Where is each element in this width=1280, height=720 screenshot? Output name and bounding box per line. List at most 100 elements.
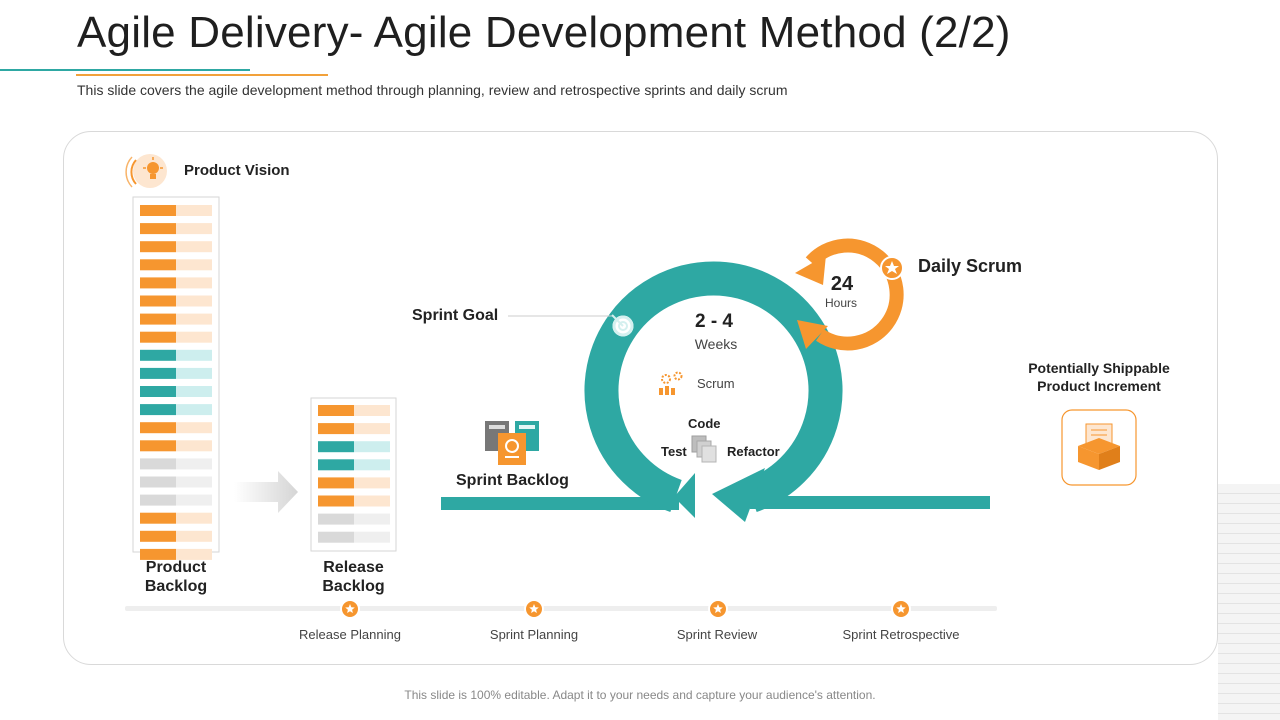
code-label: Code <box>688 416 721 431</box>
backlog-item <box>318 423 354 435</box>
increment-bar <box>750 496 990 509</box>
backlog-item-detail <box>176 404 212 416</box>
backlog-item-detail <box>176 530 212 542</box>
backlog-item <box>318 477 354 489</box>
backlog-item-detail <box>176 548 212 560</box>
backlog-item <box>140 367 176 379</box>
timeline-track <box>125 606 997 611</box>
release-backlog-label: Release Backlog <box>303 558 404 596</box>
backlog-item-detail <box>354 495 390 507</box>
release-backlog-label-line2: Backlog <box>322 578 385 595</box>
increment-label: Potentially Shippable Product Increment <box>1000 359 1198 395</box>
title-underline-orange <box>76 74 328 76</box>
backlog-item-detail <box>176 440 212 452</box>
scrum-label: Scrum <box>697 376 735 391</box>
refactor-label: Refactor <box>727 444 780 459</box>
page-title: Agile Delivery- Agile Development Method… <box>77 8 1011 57</box>
backlog-item-detail <box>354 531 390 543</box>
sprint-arrowhead-right <box>712 468 765 522</box>
backlog-item <box>140 512 176 524</box>
timeline-label-sprint-retrospective: Sprint Retrospective <box>842 627 960 642</box>
daily-scrum-value: 24 <box>830 273 854 295</box>
release-backlog-rows <box>318 405 390 543</box>
sprint-backlog-bar <box>441 497 679 510</box>
backlog-item <box>140 295 176 307</box>
backlog-item-detail <box>176 458 212 470</box>
gears-icon <box>659 371 683 395</box>
timeline-label-sprint-planning: Sprint Planning <box>489 627 579 642</box>
product-backlog-rows <box>140 205 212 560</box>
backlog-item <box>140 277 176 289</box>
backlog-item <box>140 548 176 560</box>
backlog-item <box>140 259 176 271</box>
sprint-duration-value: 2 - 4 <box>694 311 734 332</box>
daily-scrum-cycle-arrow <box>805 238 904 351</box>
sprint-board-icon <box>485 421 539 465</box>
release-backlog-box <box>310 397 397 552</box>
backlog-item-detail <box>176 422 212 434</box>
backlog-item-detail <box>176 476 212 488</box>
product-vision-label: Product Vision <box>184 162 290 179</box>
flow-arrow <box>234 471 298 513</box>
backlog-item <box>140 223 176 235</box>
backlog-item-detail <box>176 277 212 289</box>
sprint-arrowhead-left <box>674 473 695 518</box>
daily-scrum-arrowhead-top <box>795 255 826 285</box>
star-icon <box>713 604 723 613</box>
backlog-item <box>140 494 176 506</box>
backlog-item <box>140 476 176 488</box>
test-label: Test <box>661 444 687 459</box>
backlog-item-detail <box>176 367 212 379</box>
star-icon <box>896 604 906 613</box>
backlog-item <box>318 513 354 525</box>
timeline-label-sprint-review: Sprint Review <box>676 627 758 642</box>
box-icon <box>1078 423 1120 470</box>
backlog-item-detail <box>176 349 212 361</box>
backlog-item <box>318 441 354 453</box>
star-icon <box>345 604 355 613</box>
backlog-item-detail <box>176 205 212 216</box>
increment-label-line2: Product Increment <box>1037 378 1161 394</box>
product-backlog-label-line2: Backlog <box>144 578 208 595</box>
backlog-item <box>140 386 176 397</box>
backlog-item <box>140 241 176 253</box>
release-backlog-label-line1: Release <box>323 559 384 576</box>
backlog-item <box>140 404 176 416</box>
backlog-item <box>318 405 354 416</box>
increment-label-line1: Potentially Shippable <box>1028 360 1170 376</box>
backlog-item <box>140 422 176 434</box>
decorative-stripes <box>1218 484 1280 720</box>
sprint-goal-label: Sprint Goal <box>412 307 499 324</box>
title-underline-teal <box>0 69 250 71</box>
backlog-item-detail <box>354 459 390 471</box>
timeline-markers <box>340 599 911 619</box>
backlog-item <box>140 349 176 361</box>
backlog-item <box>140 458 176 470</box>
backlog-item <box>318 459 354 471</box>
backlog-item <box>140 331 176 343</box>
sprint-duration-unit: Weeks <box>694 336 738 352</box>
backlog-item <box>140 440 176 452</box>
backlog-item-detail <box>354 477 390 489</box>
backlog-item-detail <box>354 441 390 453</box>
backlog-item-detail <box>176 313 212 325</box>
backlog-item-detail <box>176 295 212 307</box>
target-icon <box>611 314 634 337</box>
timeline-label-release-planning: Release Planning <box>299 627 401 642</box>
star-icon <box>529 604 539 613</box>
footer-note: This slide is 100% editable. Adapt it to… <box>404 688 876 702</box>
backlog-item-detail <box>176 494 212 506</box>
backlog-item <box>318 495 354 507</box>
backlog-item <box>318 531 354 543</box>
page-subtitle: This slide covers the agile development … <box>77 82 788 98</box>
sprint-backlog-label: Sprint Backlog <box>456 472 569 489</box>
backlog-item <box>140 205 176 216</box>
backlog-item-detail <box>176 259 212 271</box>
backlog-item-detail <box>176 512 212 524</box>
star-icon <box>880 256 904 280</box>
daily-scrum-unit: Hours <box>824 296 857 310</box>
backlog-item <box>140 313 176 325</box>
backlog-item-detail <box>176 241 212 253</box>
daily-scrum-label: Daily Scrum <box>918 256 1023 276</box>
diagram-panel <box>63 131 1218 665</box>
